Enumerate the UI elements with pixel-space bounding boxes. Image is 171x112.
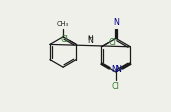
Text: Cl: Cl — [60, 35, 68, 44]
Text: N: N — [113, 18, 119, 27]
Text: CH₃: CH₃ — [57, 21, 69, 27]
Text: H: H — [87, 35, 93, 41]
Text: N: N — [115, 65, 121, 74]
Text: N: N — [111, 65, 117, 74]
Text: N: N — [87, 36, 93, 45]
Text: Cl: Cl — [109, 38, 117, 47]
Text: Cl: Cl — [112, 82, 120, 91]
